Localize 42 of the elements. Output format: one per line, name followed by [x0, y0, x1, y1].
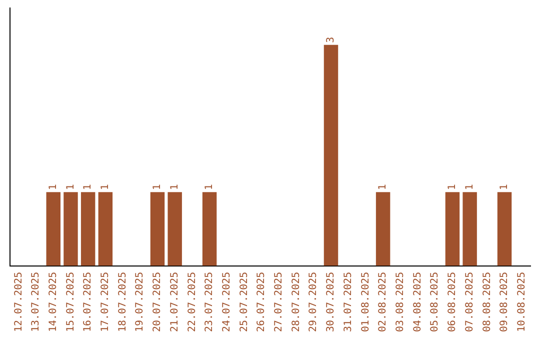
x-tick-label: 04.08.2025: [412, 272, 424, 332]
x-tick-label: 09.08.2025: [499, 272, 510, 332]
x-tick-label: 31.07.2025: [342, 272, 354, 332]
x-tick-label: 02.08.2025: [378, 272, 389, 332]
x-tick-label: 24.07.2025: [221, 272, 232, 332]
x-tick-label: 08.08.2025: [482, 272, 493, 332]
x-tick-label: 22.07.2025: [186, 272, 198, 332]
x-tick-label: 06.08.2025: [447, 272, 458, 332]
x-tick-label: 03.08.2025: [395, 272, 406, 332]
x-tick-label: 28.07.2025: [290, 272, 302, 332]
data-label: 1: [100, 184, 112, 190]
data-label: 1: [204, 184, 216, 190]
x-tick-label: 05.08.2025: [430, 272, 441, 332]
x-tick-label: 12.07.2025: [13, 272, 24, 332]
x-tick-label: 30.07.2025: [326, 272, 337, 332]
x-tick-label: 17.07.2025: [100, 272, 112, 332]
data-label: 1: [378, 184, 389, 190]
data-label: 1: [169, 184, 180, 190]
x-tick-label: 10.08.2025: [516, 272, 528, 332]
x-tick-label: 27.07.2025: [274, 272, 285, 332]
data-label: 1: [499, 184, 510, 190]
x-tick-label: 20.07.2025: [152, 272, 164, 332]
x-tick-label: 26.07.2025: [256, 272, 268, 332]
x-tick-label: 13.07.2025: [30, 272, 42, 332]
x-tick-label: 19.07.2025: [134, 272, 146, 332]
data-label: 1: [82, 184, 94, 190]
x-tick-label: 01.08.2025: [360, 272, 372, 332]
x-tick-label: 25.07.2025: [238, 272, 250, 332]
x-tick-label: 07.08.2025: [464, 272, 476, 332]
data-label: 1: [447, 184, 458, 190]
data-label: 3: [326, 36, 337, 43]
x-tick-label: 14.07.2025: [48, 272, 59, 332]
x-tick-label: 21.07.2025: [169, 272, 180, 332]
x-tick-label: 29.07.2025: [308, 272, 320, 332]
x-tick-label: 18.07.2025: [117, 272, 128, 332]
data-label: 1: [464, 184, 476, 190]
x-tick-label: 15.07.2025: [65, 272, 76, 332]
x-tick-label: 16.07.2025: [82, 272, 94, 332]
data-label: 1: [152, 184, 164, 190]
data-label: 1: [48, 184, 59, 190]
data-label: 1: [65, 184, 76, 190]
x-tick-label: 23.07.2025: [204, 272, 216, 332]
